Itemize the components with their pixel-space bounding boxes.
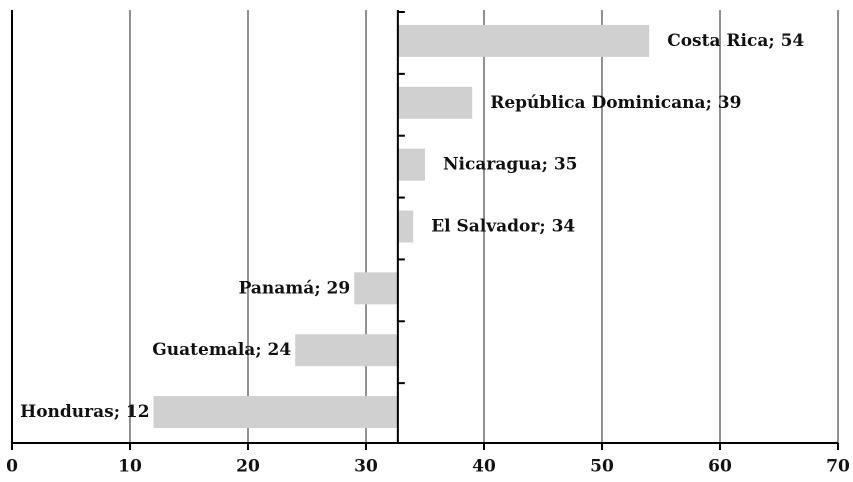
x-tick-label: 20 [236,457,260,477]
category-name: Honduras [20,402,114,422]
x-tick-label: 10 [118,457,142,477]
category-name: Nicaragua [443,154,542,174]
x-tick-label: 30 [354,457,378,477]
x-tick-label: 50 [590,457,614,477]
value-text: 34 [552,216,576,236]
label-separator: ; [255,340,267,360]
label-separator: ; [706,92,718,112]
value-text: 12 [126,402,150,422]
label-separator: ; [314,278,326,298]
data-label: Panamá; 29 [239,278,351,298]
x-tick-label: 40 [472,457,496,477]
category-name: Costa Rica [667,30,768,50]
value-text: 24 [268,340,292,360]
data-label: Nicaragua; 35 [443,154,577,174]
label-separator: ; [768,30,780,50]
data-label: El Salvador; 34 [431,216,575,236]
x-tick-label: 0 [6,457,18,477]
data-label: República Dominicana; 39 [490,92,741,112]
category-name: Guatemala [152,340,255,360]
value-text: 35 [554,154,578,174]
label-separator: ; [114,402,126,422]
value-text: 39 [718,92,742,112]
category-name: República Dominicana [490,92,705,112]
bar [295,334,398,367]
label-separator: ; [542,154,554,174]
bar [153,396,398,429]
x-tick-label: 60 [708,457,732,477]
bar [397,24,650,57]
bar [397,86,473,119]
data-label: Guatemala; 24 [152,340,291,360]
bar [397,148,425,181]
x-tick-label: 70 [826,457,850,477]
value-text: 29 [327,278,351,298]
data-label: Costa Rica; 54 [667,30,804,50]
bar [354,272,398,305]
label-separator: ; [539,216,551,236]
bar [397,210,414,243]
category-name: El Salvador [431,216,540,236]
data-label: Honduras; 12 [20,402,149,422]
category-name: Panamá [239,278,315,298]
value-text: 54 [781,30,805,50]
